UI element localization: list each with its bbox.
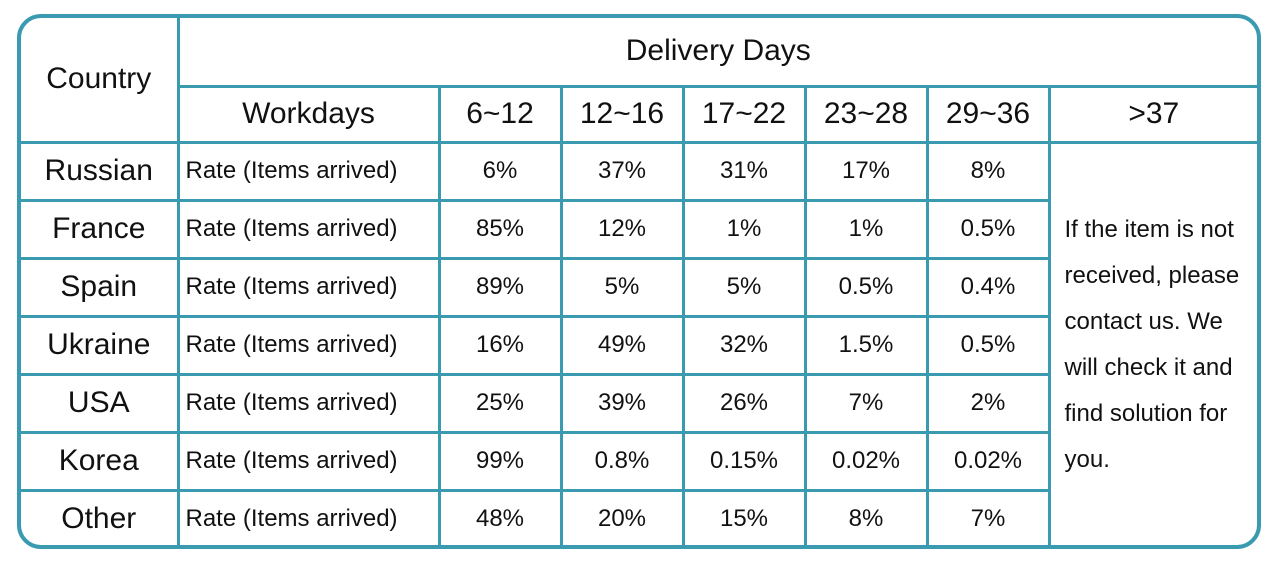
rate-label-cell: Rate (Items arrived) bbox=[176, 372, 441, 434]
rate-value-cell: 89% bbox=[437, 256, 563, 318]
country-cell: France bbox=[21, 198, 180, 260]
header-row-sub: Workdays 6~12 12~16 17~22 23~28 29~36 >3… bbox=[21, 84, 1257, 144]
rate-value-cell: 39% bbox=[559, 372, 685, 434]
rate-value-cell: 85% bbox=[437, 198, 563, 260]
country-cell: Korea bbox=[21, 430, 180, 492]
rate-value-cell: 16% bbox=[437, 314, 563, 376]
rate-value-cell: 49% bbox=[559, 314, 685, 376]
table-row: France Rate (Items arrived) 85% 12% 1% 1… bbox=[21, 198, 1257, 260]
rate-value-cell: 31% bbox=[681, 140, 807, 202]
rate-value-cell: 1% bbox=[803, 198, 929, 260]
rate-label-cell: Rate (Items arrived) bbox=[176, 430, 441, 492]
rate-value-cell: 1.5% bbox=[803, 314, 929, 376]
delivery-days-table: Country Delivery Days Workdays 6~12 12~1… bbox=[21, 18, 1257, 545]
rate-value-cell: 5% bbox=[681, 256, 807, 318]
header-row-top: Country Delivery Days bbox=[21, 18, 1257, 144]
country-cell: Ukraine bbox=[21, 314, 180, 376]
country-header: Country bbox=[21, 18, 180, 144]
table-row: Spain Rate (Items arrived) 89% 5% 5% 0.5… bbox=[21, 256, 1257, 318]
rate-value-cell: 32% bbox=[681, 314, 807, 376]
country-cell: Other bbox=[21, 488, 180, 545]
rate-label-cell: Rate (Items arrived) bbox=[176, 198, 441, 260]
rate-value-cell: 99% bbox=[437, 430, 563, 492]
country-cell: USA bbox=[21, 372, 180, 434]
delivery-days-header: Delivery Days bbox=[176, 18, 1257, 88]
rate-value-cell: 0.5% bbox=[925, 314, 1051, 376]
table-row: Ukraine Rate (Items arrived) 16% 49% 32%… bbox=[21, 314, 1257, 376]
range-header: 23~28 bbox=[803, 84, 929, 144]
country-cell: Russian bbox=[21, 140, 180, 202]
table-row: Russian Rate (Items arrived) 6% 37% 31% … bbox=[21, 140, 1257, 545]
range-header: 17~22 bbox=[681, 84, 807, 144]
rate-label-cell: Rate (Items arrived) bbox=[176, 256, 441, 318]
rate-value-cell: 8% bbox=[925, 140, 1051, 202]
rate-value-cell: 2% bbox=[925, 372, 1051, 434]
country-cell: Spain bbox=[21, 256, 180, 318]
rate-value-cell: 5% bbox=[559, 256, 685, 318]
rate-value-cell: 26% bbox=[681, 372, 807, 434]
rate-value-cell: 12% bbox=[559, 198, 685, 260]
rate-value-cell: 37% bbox=[559, 140, 685, 202]
rate-value-cell: 7% bbox=[803, 372, 929, 434]
rate-value-cell: 25% bbox=[437, 372, 563, 434]
rate-value-cell: 0.5% bbox=[925, 198, 1051, 260]
rate-value-cell: 48% bbox=[437, 488, 563, 545]
range-header: 6~12 bbox=[437, 84, 563, 144]
rate-value-cell: 20% bbox=[559, 488, 685, 545]
rate-value-cell: 8% bbox=[803, 488, 929, 545]
rate-value-cell: 6% bbox=[437, 140, 563, 202]
rate-value-cell: 17% bbox=[803, 140, 929, 202]
table-row: Other Rate (Items arrived) 48% 20% 15% 8… bbox=[21, 488, 1257, 545]
rate-value-cell: 0.8% bbox=[559, 430, 685, 492]
rate-value-cell: 0.5% bbox=[803, 256, 929, 318]
rate-value-cell: 1% bbox=[681, 198, 807, 260]
rate-value-cell: 0.02% bbox=[803, 430, 929, 492]
table-row: USA Rate (Items arrived) 25% 39% 26% 7% … bbox=[21, 372, 1257, 434]
rate-value-cell: 0.4% bbox=[925, 256, 1051, 318]
range-header: 29~36 bbox=[925, 84, 1051, 144]
rate-value-cell: 0.02% bbox=[925, 430, 1051, 492]
rate-value-cell: 0.15% bbox=[681, 430, 807, 492]
not-received-note: If the item is not received, please cont… bbox=[1047, 140, 1257, 545]
rate-value-cell: 7% bbox=[925, 488, 1051, 545]
workdays-header: Workdays bbox=[176, 84, 441, 144]
range-header: >37 bbox=[1047, 84, 1257, 144]
range-header: 12~16 bbox=[559, 84, 685, 144]
rate-label-cell: Rate (Items arrived) bbox=[176, 140, 441, 202]
table-row: Korea Rate (Items arrived) 99% 0.8% 0.15… bbox=[21, 430, 1257, 492]
delivery-days-table-frame: Country Delivery Days Workdays 6~12 12~1… bbox=[17, 14, 1261, 549]
rate-label-cell: Rate (Items arrived) bbox=[176, 314, 441, 376]
rate-label-cell: Rate (Items arrived) bbox=[176, 488, 441, 545]
rate-value-cell: 15% bbox=[681, 488, 807, 545]
